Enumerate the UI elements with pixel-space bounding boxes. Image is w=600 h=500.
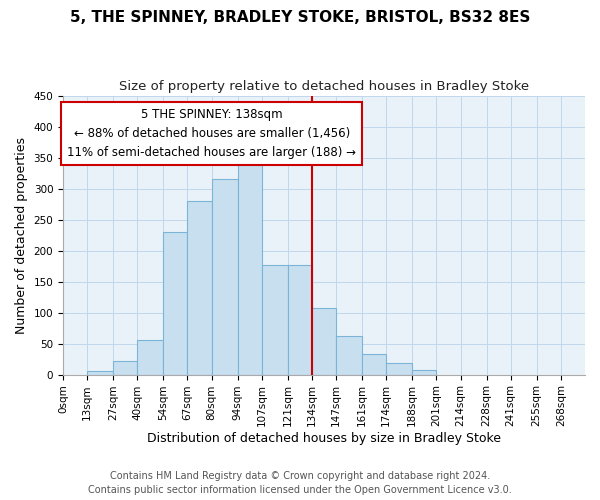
Text: Contains HM Land Registry data © Crown copyright and database right 2024.
Contai: Contains HM Land Registry data © Crown c… [88, 471, 512, 495]
Bar [137, 340, 163, 374]
Bar [412, 370, 436, 374]
Y-axis label: Number of detached properties: Number of detached properties [15, 136, 28, 334]
Bar [362, 354, 386, 374]
Bar [212, 180, 238, 374]
Bar [163, 232, 187, 374]
Text: 5, THE SPINNEY, BRADLEY STOKE, BRISTOL, BS32 8ES: 5, THE SPINNEY, BRADLEY STOKE, BRISTOL, … [70, 10, 530, 25]
Bar [312, 308, 336, 374]
Bar [288, 265, 312, 374]
Bar [113, 361, 137, 374]
Bar [262, 265, 288, 374]
Text: 5 THE SPINNEY: 138sqm
← 88% of detached houses are smaller (1,456)
11% of semi-d: 5 THE SPINNEY: 138sqm ← 88% of detached … [67, 108, 356, 159]
Bar [336, 336, 362, 374]
Bar [238, 162, 262, 374]
Bar [87, 371, 113, 374]
Bar [386, 363, 412, 374]
Bar [187, 201, 212, 374]
X-axis label: Distribution of detached houses by size in Bradley Stoke: Distribution of detached houses by size … [147, 432, 501, 445]
Title: Size of property relative to detached houses in Bradley Stoke: Size of property relative to detached ho… [119, 80, 529, 93]
